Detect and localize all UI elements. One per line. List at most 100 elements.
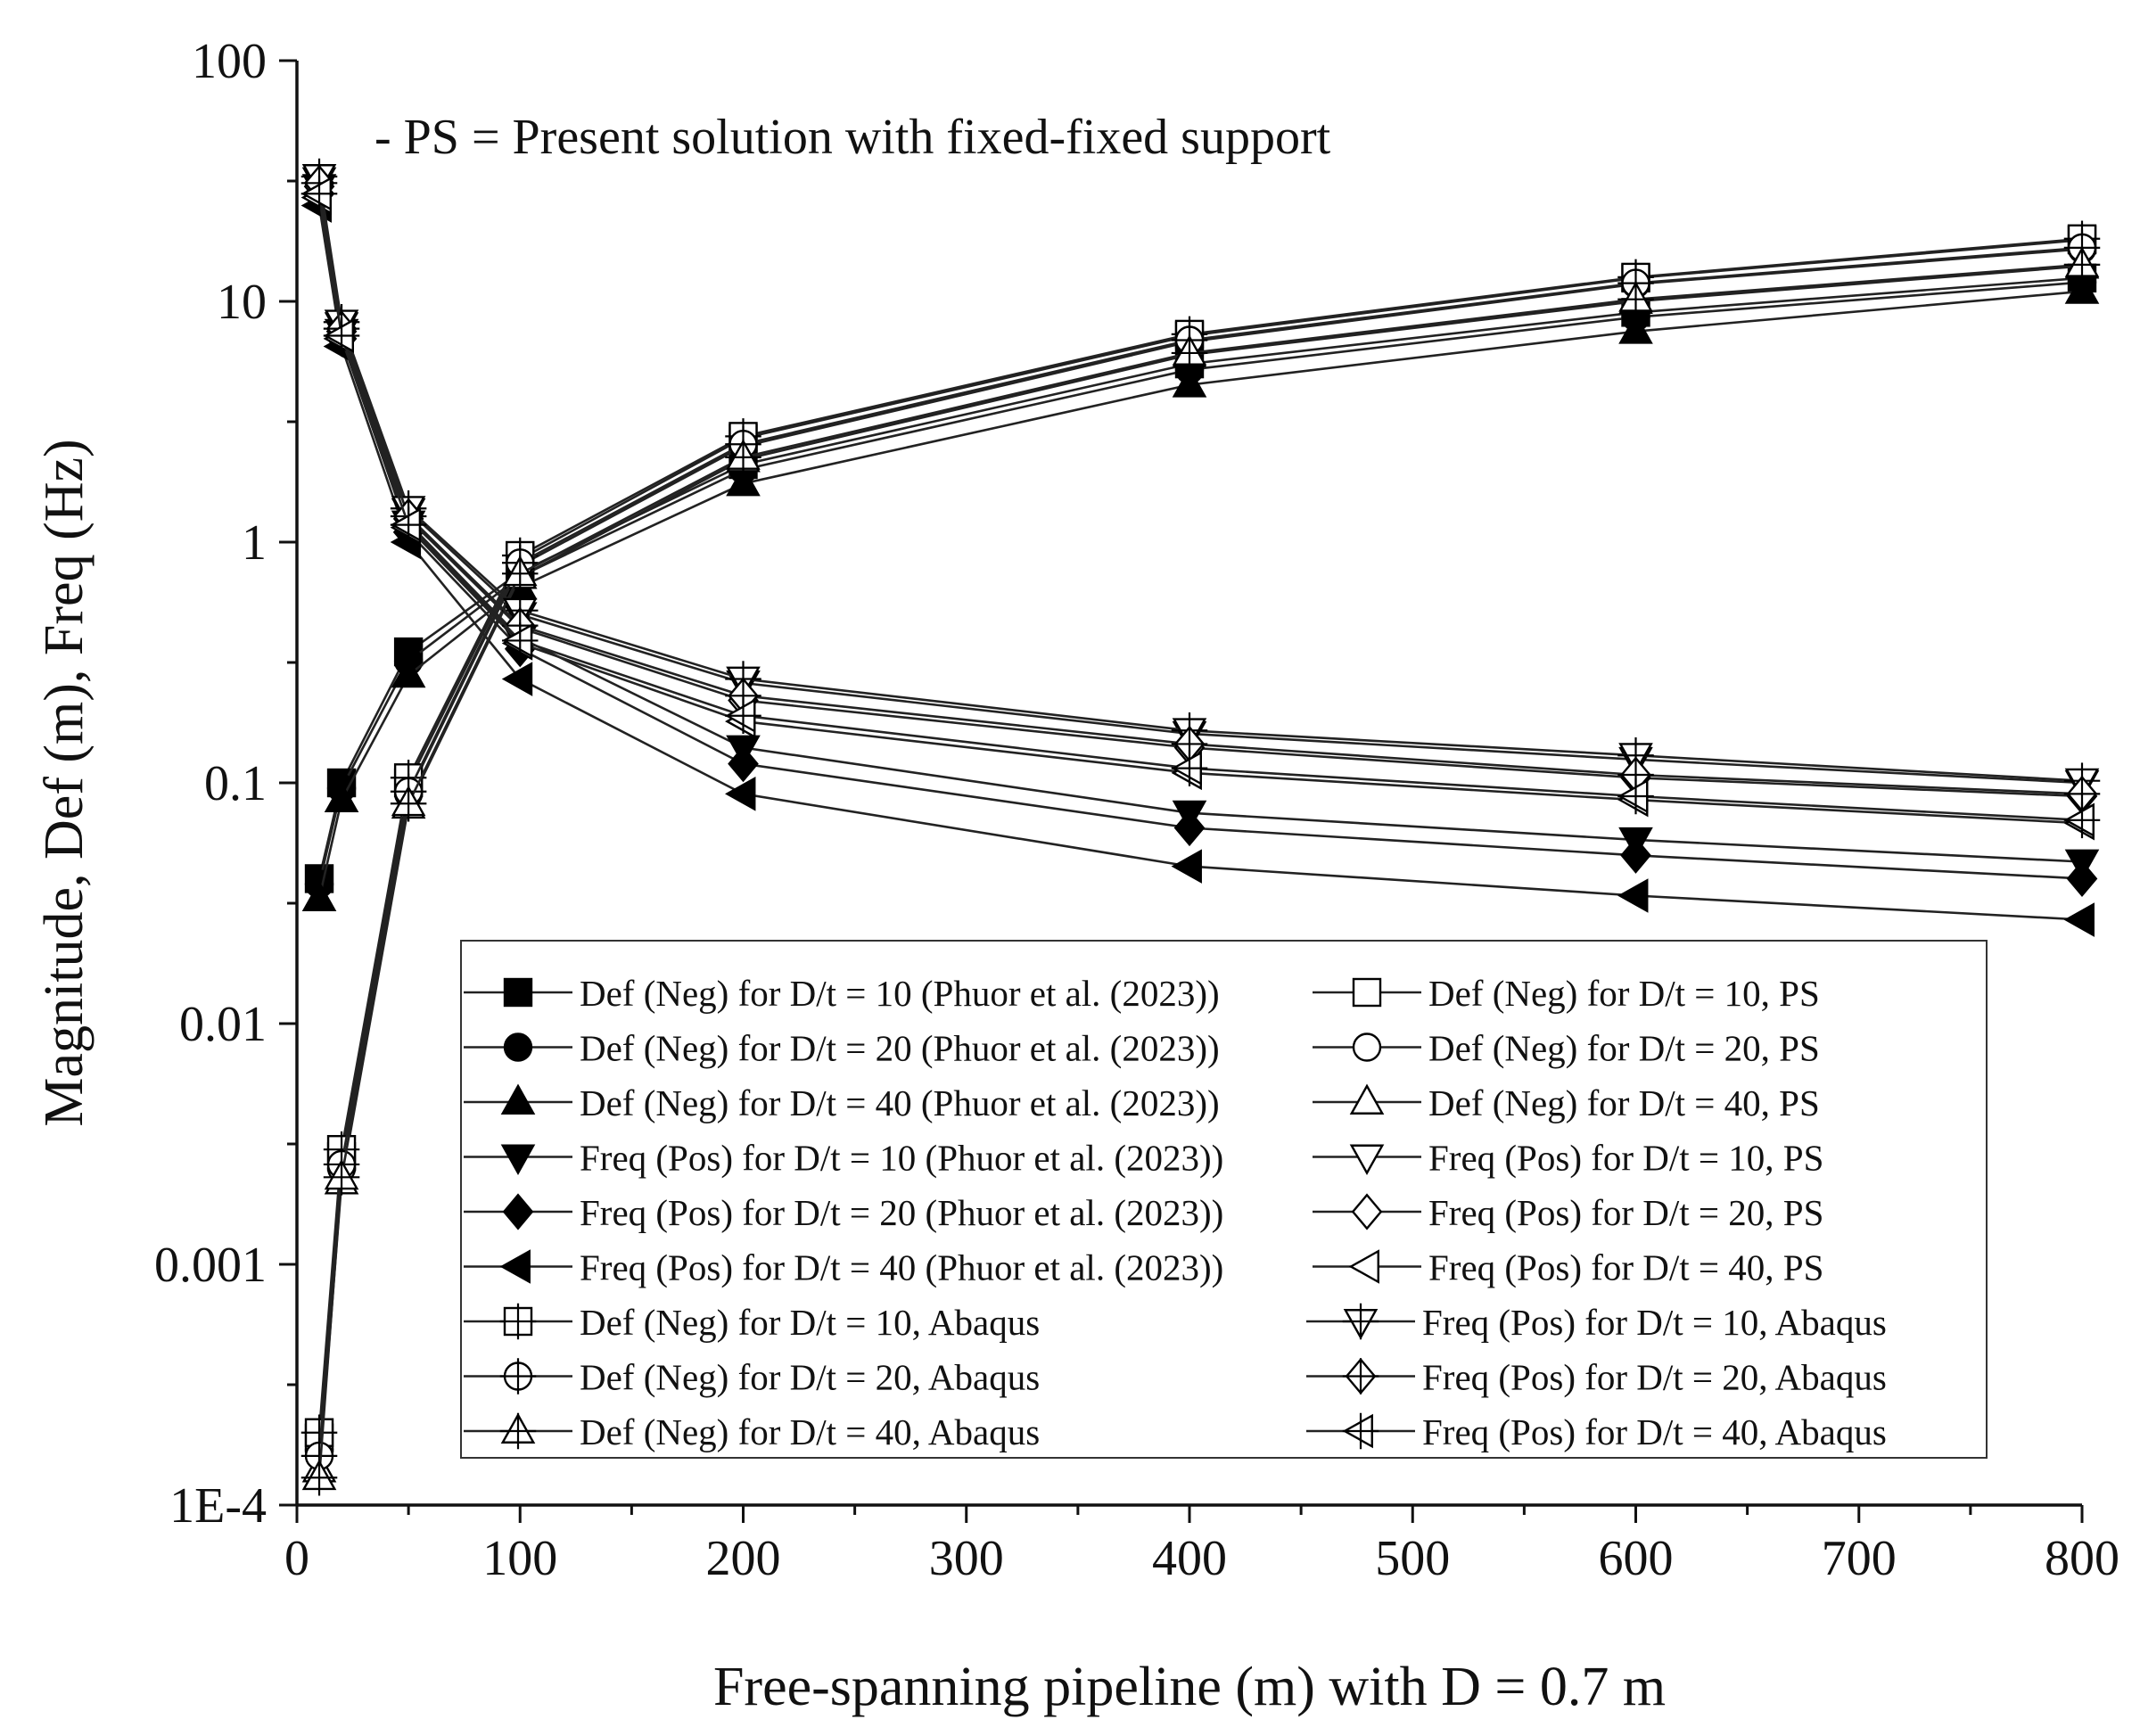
series-line <box>317 183 2083 795</box>
data-point <box>503 1033 533 1062</box>
data-point-marker <box>2063 246 2101 284</box>
data-point-marker <box>390 785 427 822</box>
data-point-marker <box>300 176 338 212</box>
data-point-marker <box>503 977 533 1008</box>
data-point-marker <box>1352 977 1382 1008</box>
x-tick-label: 100 <box>482 1531 557 1586</box>
data-point-marker <box>502 1193 534 1230</box>
y-tick-label: 0.001 <box>154 1238 267 1293</box>
data-point <box>500 1083 536 1115</box>
data-point-marker <box>1171 334 1208 372</box>
x-tick-label: 700 <box>1822 1531 1897 1586</box>
data-point <box>1171 849 1202 884</box>
y-tick-label: 0.1 <box>204 756 267 811</box>
data-point <box>2066 860 2098 898</box>
data-point-marker <box>390 506 427 543</box>
data-point <box>499 1249 531 1284</box>
legend-item: Def (Neg) for D/t = 20 (Phuor et al. (20… <box>464 1028 1220 1069</box>
data-point <box>2064 273 2100 304</box>
data-point <box>725 777 756 811</box>
data-point-marker <box>2064 273 2100 304</box>
data-point-marker <box>499 1358 537 1395</box>
legend-item: Freq (Pos) for D/t = 40 (Phuor et al. (2… <box>464 1247 1223 1288</box>
legend-item: Freq (Pos) for D/t = 10, PS <box>1313 1138 1823 1179</box>
legend-item: Freq (Pos) for D/t = 20, PS <box>1313 1192 1823 1233</box>
x-axis-label: Free-spanning pipeline (m) with D = 0.7 … <box>713 1657 1666 1717</box>
data-point-marker <box>1173 809 1206 847</box>
data-point-marker <box>501 622 539 659</box>
legend-label: Freq (Pos) for D/t = 40, PS <box>1428 1247 1823 1288</box>
data-point-marker <box>1342 1357 1379 1395</box>
data-point <box>2063 902 2095 937</box>
data-point-marker <box>1352 1033 1382 1062</box>
data-point-marker <box>725 439 761 476</box>
data-point-marker <box>728 745 759 783</box>
y-tick-label: 10 <box>217 275 267 330</box>
data-point-marker <box>1618 313 1653 344</box>
series-line <box>317 246 2083 1456</box>
data-point-marker <box>1349 1144 1385 1175</box>
legend-item: Freq (Pos) for D/t = 20 (Phuor et al. (2… <box>464 1192 1223 1233</box>
series-line <box>317 281 2083 884</box>
series-line <box>317 263 2083 1478</box>
legend-item: Def (Neg) for D/t = 20, PS <box>1313 1028 1820 1069</box>
x-tick-label: 400 <box>1152 1531 1227 1586</box>
data-point-marker <box>1349 1083 1385 1115</box>
data-point <box>391 656 426 688</box>
data-point-marker <box>391 656 426 688</box>
legend-label: Def (Neg) for D/t = 20, Abaqus <box>580 1357 1040 1398</box>
data-point-marker <box>502 555 539 592</box>
series-line <box>317 237 2083 1433</box>
y-axis-label: Magnitude, Def (m), Freq (Hz) <box>34 439 95 1126</box>
legend: Def (Neg) for D/t = 10 (Phuor et al. (20… <box>460 940 1988 1459</box>
data-point-marker <box>725 697 761 734</box>
data-point <box>1173 809 1206 847</box>
legend-item: Def (Neg) for D/t = 40, Abaqus <box>464 1411 1040 1452</box>
legend-label: Def (Neg) for D/t = 10, Abaqus <box>580 1302 1040 1343</box>
data-point-marker <box>1172 366 1207 398</box>
legend-item: Def (Neg) for D/t = 20, Abaqus <box>464 1357 1040 1398</box>
series-line <box>317 290 2083 900</box>
series <box>301 273 2100 911</box>
legend-label: Def (Neg) for D/t = 40, PS <box>1428 1082 1820 1123</box>
data-point <box>726 465 761 497</box>
data-point-marker <box>500 1083 536 1115</box>
series-line <box>317 193 2083 822</box>
data-point-marker <box>499 1303 537 1340</box>
x-tick-label: 200 <box>706 1531 781 1586</box>
legend-item: Freq (Pos) for D/t = 20, Abaqus <box>1306 1357 1887 1398</box>
data-point <box>301 880 337 911</box>
legend-item: Freq (Pos) for D/t = 40, Abaqus <box>1306 1411 1887 1452</box>
data-point <box>1352 1033 1382 1062</box>
data-point-marker <box>1171 725 1208 763</box>
data-point-marker <box>499 1249 531 1284</box>
data-point <box>1351 1193 1383 1230</box>
legend-label: Freq (Pos) for D/t = 20, PS <box>1428 1192 1823 1233</box>
legend-item: Freq (Pos) for D/t = 10 (Phuor et al. (2… <box>464 1138 1223 1179</box>
data-point <box>1617 878 1649 913</box>
data-point <box>1352 977 1382 1008</box>
x-ticks: 0 100 200 300 400 500 600 700 800 <box>284 1505 2119 1586</box>
data-point-marker <box>1348 1249 1379 1284</box>
data-point-marker <box>1342 1303 1379 1340</box>
annotation-text: - PS = Present solution with fixed-fixed… <box>374 110 1331 165</box>
data-point-marker <box>501 662 533 696</box>
series-layer <box>300 158 2101 1496</box>
data-point <box>324 781 359 813</box>
data-point-marker <box>300 1459 338 1496</box>
legend-label: Freq (Pos) for D/t = 10, PS <box>1428 1138 1823 1179</box>
x-tick-label: 300 <box>929 1531 1004 1586</box>
data-point <box>1620 836 1651 874</box>
legend-item: Def (Neg) for D/t = 10, Abaqus <box>464 1302 1040 1343</box>
data-point <box>1349 1083 1385 1115</box>
legend-item: Def (Neg) for D/t = 40, PS <box>1313 1082 1820 1123</box>
legend-label: Def (Neg) for D/t = 20, PS <box>1428 1028 1820 1069</box>
legend-label: Freq (Pos) for D/t = 10 (Phuor et al. (2… <box>580 1138 1223 1179</box>
data-point-marker <box>500 1144 536 1175</box>
y-tick-label: 0.01 <box>179 997 267 1052</box>
data-point-marker <box>2063 802 2101 839</box>
legend-label: Def (Neg) for D/t = 20 (Phuor et al. (20… <box>580 1028 1220 1069</box>
data-point-marker <box>1617 777 1654 815</box>
data-point <box>1349 1144 1385 1175</box>
